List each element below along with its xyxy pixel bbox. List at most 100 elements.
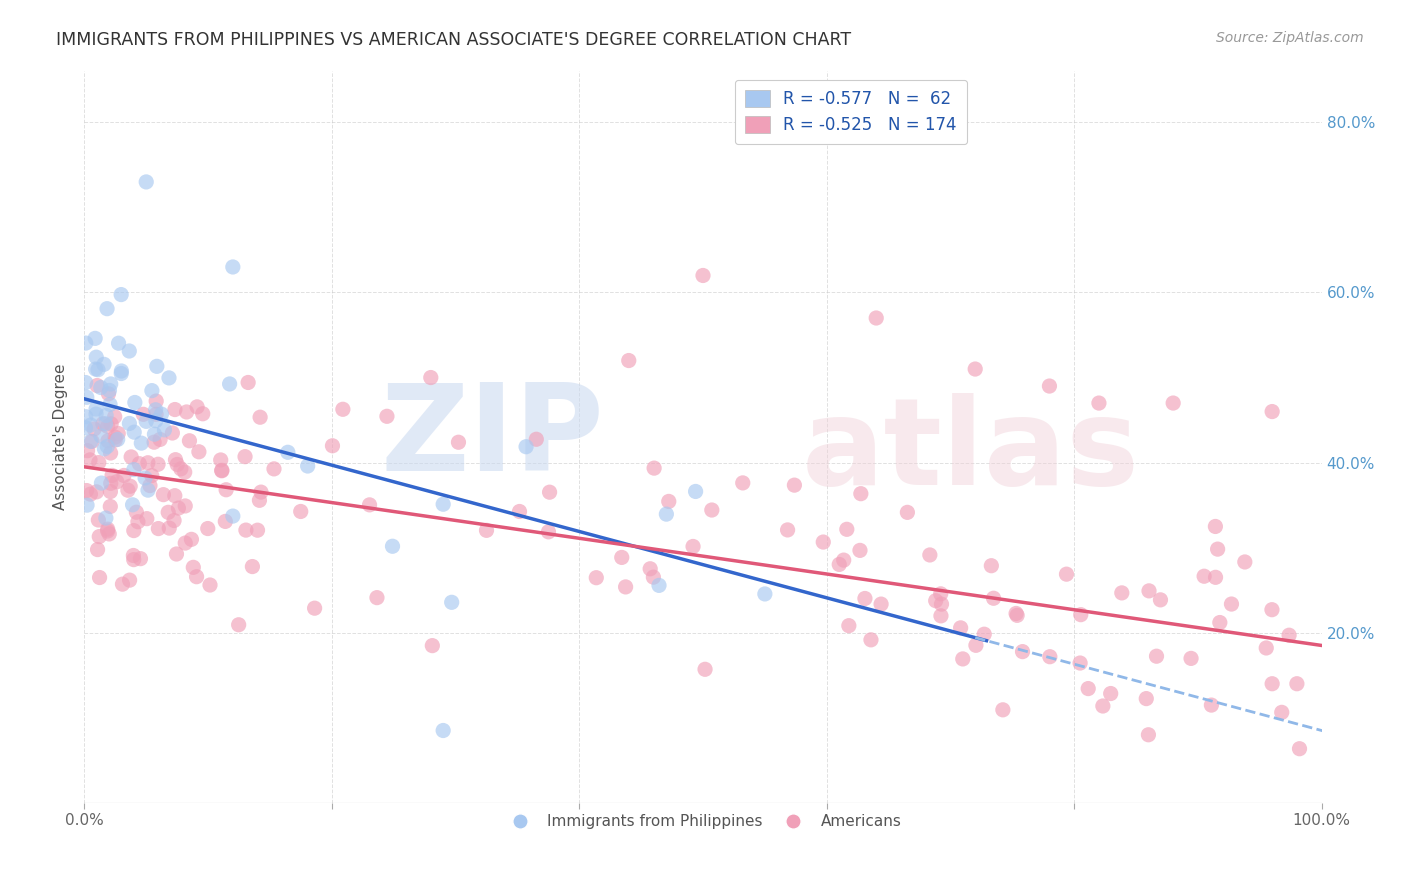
Point [141,468,163,483]
Point [80,434,103,449]
Point [1056,567,1078,582]
Point [79,487,101,501]
Point [110,364,132,378]
Point [1146,649,1168,664]
Point [692,268,714,283]
Text: IMMIGRANTS FROM PHILIPPINES VS AMERICAN ASSOCIATE'S DEGREE CORRELATION CHART: IMMIGRANTS FROM PHILIPPINES VS AMERICAN … [56,31,852,49]
Point [643,570,665,584]
Point [980,558,1002,573]
Point [86,542,108,557]
Point [973,627,995,641]
Point [162,425,184,440]
Point [98,384,121,398]
Point [1180,651,1202,665]
Point [101,468,124,483]
Point [79,453,101,467]
Point [1206,542,1229,557]
Point [1005,608,1028,623]
Point [122,425,145,439]
Point [233,450,256,464]
Point [122,462,145,476]
Point [110,367,132,381]
Point [849,543,872,558]
Point [332,402,354,417]
Point [150,407,173,421]
Point [118,344,141,359]
Point [186,400,208,414]
Point [648,578,671,592]
Point [157,371,180,385]
Point [132,407,155,421]
Point [76,390,98,404]
Point [94,417,117,431]
Point [167,501,190,516]
Point [107,336,129,351]
Point [166,458,188,472]
Point [143,427,166,442]
Point [98,500,121,514]
Point [135,175,157,189]
Point [100,446,122,460]
Point [104,433,127,447]
Point [186,570,208,584]
Point [191,407,214,421]
Point [131,436,153,450]
Point [166,547,188,561]
Point [97,434,120,448]
Point [105,475,128,489]
Point [853,591,876,606]
Point [214,515,236,529]
Point [929,608,952,623]
Point [1005,607,1028,621]
Point [865,311,887,326]
Point [263,462,285,476]
Point [849,486,872,500]
Point [1135,691,1157,706]
Point [610,550,633,565]
Point [1256,640,1278,655]
Point [1261,603,1284,617]
Point [432,497,454,511]
Point [98,397,121,411]
Point [1288,741,1310,756]
Point [1137,583,1160,598]
Point [98,527,121,541]
Point [97,524,120,538]
Point [86,484,108,499]
Point [1161,396,1184,410]
Point [828,558,851,572]
Point [107,426,129,441]
Point [94,409,117,423]
Point [304,601,326,615]
Point [136,483,159,497]
Point [419,370,441,384]
Point [1099,687,1122,701]
Point [655,507,678,521]
Point [118,417,141,431]
Point [145,402,167,417]
Point [145,408,167,422]
Point [83,422,105,436]
Point [209,453,232,467]
Point [638,562,661,576]
Point [211,463,233,477]
Point [1091,698,1114,713]
Point [96,301,118,316]
Point [96,439,118,453]
Point [187,444,209,458]
Point [75,376,97,390]
Point [104,430,127,444]
Point [174,536,197,550]
Point [983,591,1005,606]
Point [128,457,150,471]
Point [290,504,312,518]
Point [249,410,271,425]
Point [1070,607,1092,622]
Point [835,522,858,536]
Point [84,362,107,376]
Point [965,362,987,376]
Text: ZIP: ZIP [380,378,605,496]
Point [197,522,219,536]
Point [524,432,547,446]
Point [1233,555,1256,569]
